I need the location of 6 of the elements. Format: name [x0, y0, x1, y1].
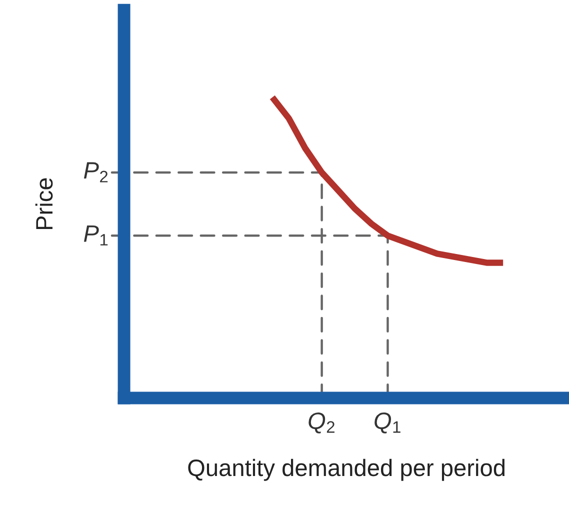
x-axis-title: Quantity demanded per period	[188, 458, 504, 481]
annotation: P$_{1}$	[84, 225, 108, 246]
x-tick-label: Q$_{2}$	[308, 412, 334, 434]
annotation: P$_{2}$	[84, 162, 108, 182]
y-axis-title: Price	[35, 178, 53, 230]
x-tick-label: Q$_{1}$	[374, 412, 400, 434]
